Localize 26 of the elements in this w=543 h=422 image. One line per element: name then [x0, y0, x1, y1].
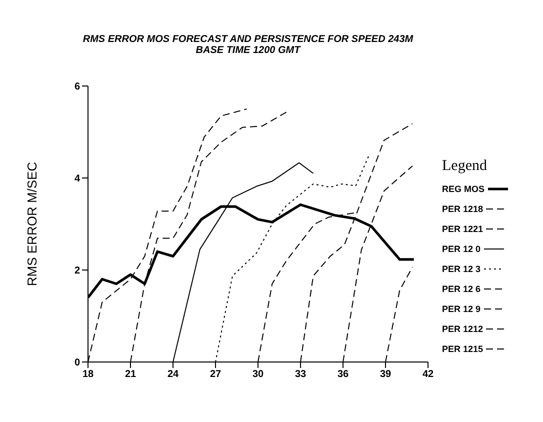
legend-label: REG MOS	[442, 184, 485, 194]
legend-title: Legend	[442, 158, 488, 175]
y-tick-label: 0	[74, 358, 80, 369]
legend-label: PER 1218	[442, 204, 484, 214]
legend-label: PER 12 3	[442, 264, 481, 274]
y-tick-label: 6	[74, 82, 80, 93]
x-tick-label: 39	[380, 369, 392, 380]
legend-label: PER 12 6	[442, 284, 481, 294]
x-tick-label: 27	[210, 369, 222, 380]
x-tick-label: 30	[252, 369, 264, 380]
x-tick-label: 36	[337, 369, 349, 380]
legend-label: PER 1212	[442, 324, 484, 334]
chart-subtitle: BASE TIME 1200 GMT	[194, 45, 302, 56]
legend-label: PER 1215	[442, 344, 484, 354]
x-tick-label: 24	[167, 369, 179, 380]
x-tick-label: 42	[422, 369, 434, 380]
y-tick-label: 4	[74, 174, 80, 185]
x-tick-label: 33	[294, 369, 306, 380]
legend-label: PER 1221	[442, 224, 484, 234]
y-tick-label: 2	[74, 266, 80, 277]
x-tick-label: 18	[82, 369, 94, 380]
y-axis-title: RMS ERROR M/SEC	[24, 162, 40, 286]
legend-label: PER 12 0	[442, 244, 481, 254]
x-tick-label: 21	[124, 369, 136, 380]
legend-label: PER 12 9	[442, 304, 481, 314]
chart-title: RMS ERROR MOS FORECAST AND PERSISTENCE FOR SPEED 243M	[82, 34, 414, 45]
